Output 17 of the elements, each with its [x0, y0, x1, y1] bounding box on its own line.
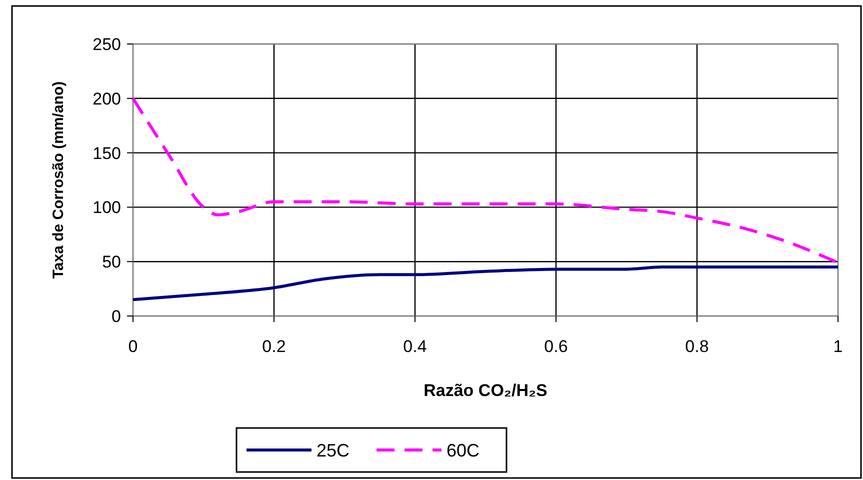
x-tick-label: 0.2 [262, 337, 286, 356]
x-tick-label: 0 [128, 337, 138, 356]
x-tick-label: 1 [833, 337, 843, 356]
y-tick-label: 0 [112, 306, 121, 326]
y-axis-title: Taxa de Corrosão (mm/ano) [50, 81, 67, 279]
y-tick-label: 100 [92, 198, 121, 218]
y-tick-label: 150 [92, 144, 121, 163]
legend-label: 25C [316, 440, 350, 460]
x-tick-label: 0.8 [685, 337, 709, 356]
y-tick-label: 250 [92, 34, 121, 54]
y-tick-label: 50 [102, 252, 121, 272]
x-axis-title: Razão CO₂/H₂S [424, 381, 548, 400]
x-tick-label: 0.4 [403, 337, 427, 356]
x-tick-label: 0.6 [544, 337, 568, 356]
y-tick-label: 200 [92, 89, 121, 108]
line-series [132, 266, 840, 302]
legend-label: 60C [446, 440, 480, 460]
